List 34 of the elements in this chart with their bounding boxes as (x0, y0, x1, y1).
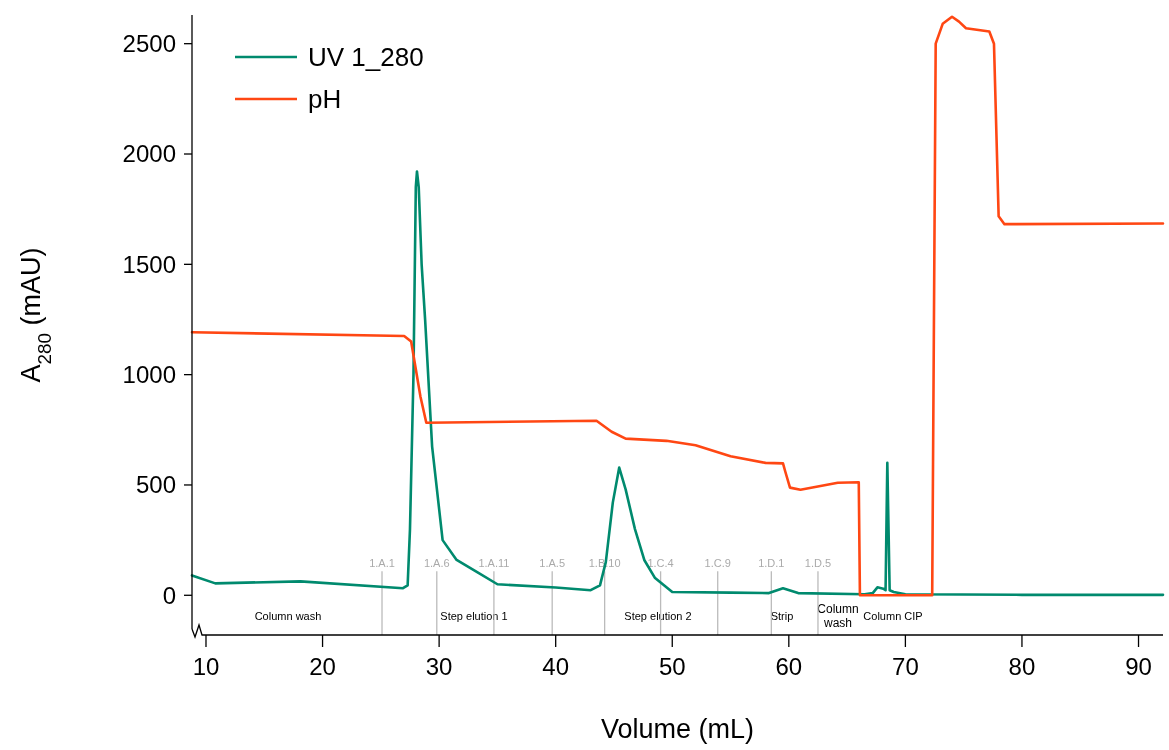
legend-label: pH (308, 84, 342, 115)
x-tick-label: 80 (1008, 653, 1036, 680)
annotation: Step elution 1 (440, 610, 508, 622)
legend-label: UV 1_280 (308, 42, 424, 73)
annotation: Column wash (254, 610, 322, 622)
y-tick-label: 1000 (122, 361, 176, 389)
x-tick-label: 40 (542, 653, 570, 680)
ref-line-label: 1.C.4 (647, 557, 674, 570)
y-tick-label: 2500 (122, 30, 176, 58)
annotation: Step elution 2 (624, 610, 692, 622)
y-tick-label: 2000 (122, 140, 176, 168)
x-axis-title: Volume (mL) (600, 714, 755, 744)
line-series (190, 170, 1165, 597)
ref-line-label: 1.C.9 (704, 557, 731, 570)
x-tick-label: 20 (309, 653, 336, 680)
annotation: Column CIP (863, 610, 923, 622)
ref-line-label: 1.D.1 (758, 557, 785, 570)
annotation: Column wash (817, 602, 859, 630)
x-tick-label: 10 (192, 653, 220, 680)
x-tick-label: 90 (1125, 653, 1152, 680)
y-tick-label: 1500 (122, 250, 176, 278)
y-tick-label: 500 (135, 471, 176, 499)
x-tick-label: 70 (892, 653, 919, 680)
ref-line-label: 1.D.5 (804, 557, 832, 570)
x-tick-label: 50 (658, 653, 686, 680)
ref-line-label: 1.A.11 (478, 557, 510, 570)
x-tick-label: 60 (775, 653, 803, 680)
annotation: Strip (770, 610, 794, 622)
ref-line-label: 1.A.6 (423, 557, 450, 570)
ref-line-label: 1.A.1 (369, 557, 395, 570)
line-series (190, 15, 1165, 597)
x-tick-label: 30 (425, 653, 453, 680)
y-tick-label: 0 (162, 581, 176, 609)
ref-line-label: 1.A.5 (539, 557, 566, 570)
